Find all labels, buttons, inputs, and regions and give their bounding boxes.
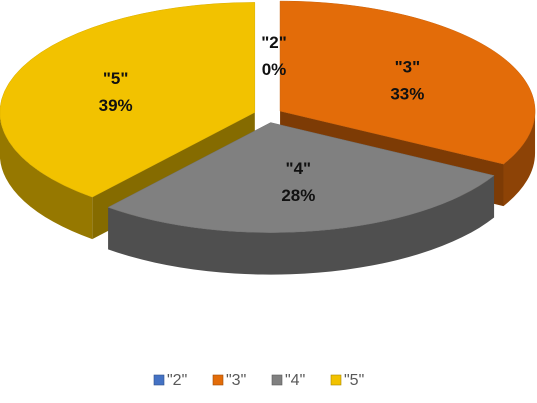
data-label-category-4: "4" (286, 159, 312, 178)
data-label-percent-2: 0% (262, 60, 287, 79)
pie-slices (0, 0, 536, 275)
slice-side-3 (503, 111, 536, 207)
data-label-category-5: "5" (103, 69, 129, 88)
legend-item-3: "3" (212, 372, 246, 389)
legend-label-4: "4" (285, 372, 305, 389)
slice-4 (107, 122, 495, 233)
data-label-category-2: "2" (261, 33, 287, 52)
legend-swatch-4 (271, 374, 283, 386)
legend-label-3: "3" (226, 372, 246, 389)
data-labels: "2" 0% "3" 33% "4" 28% "5" 39% (99, 33, 425, 205)
legend-item-5: "5" (330, 372, 364, 389)
data-label-percent-3: 33% (390, 84, 424, 103)
legend-swatch-3 (212, 374, 224, 386)
legend-swatch-5 (330, 374, 342, 386)
slice-side-4 (108, 175, 495, 275)
legend-item-2: "2" (153, 372, 187, 389)
data-label-percent-4: 28% (281, 186, 315, 205)
legend: "2" "3" "4" "5" (153, 372, 364, 389)
data-label-percent-5: 39% (99, 96, 133, 115)
slice-side-5 (0, 115, 93, 240)
legend-swatch-2 (153, 374, 165, 386)
legend-item-4: "4" (271, 372, 305, 389)
slice-3 (279, 0, 536, 165)
slice-5 (0, 2, 256, 198)
legend-label-5: "5" (344, 372, 364, 389)
legend-label-2: "2" (167, 372, 187, 389)
data-label-category-3: "3" (395, 57, 421, 76)
